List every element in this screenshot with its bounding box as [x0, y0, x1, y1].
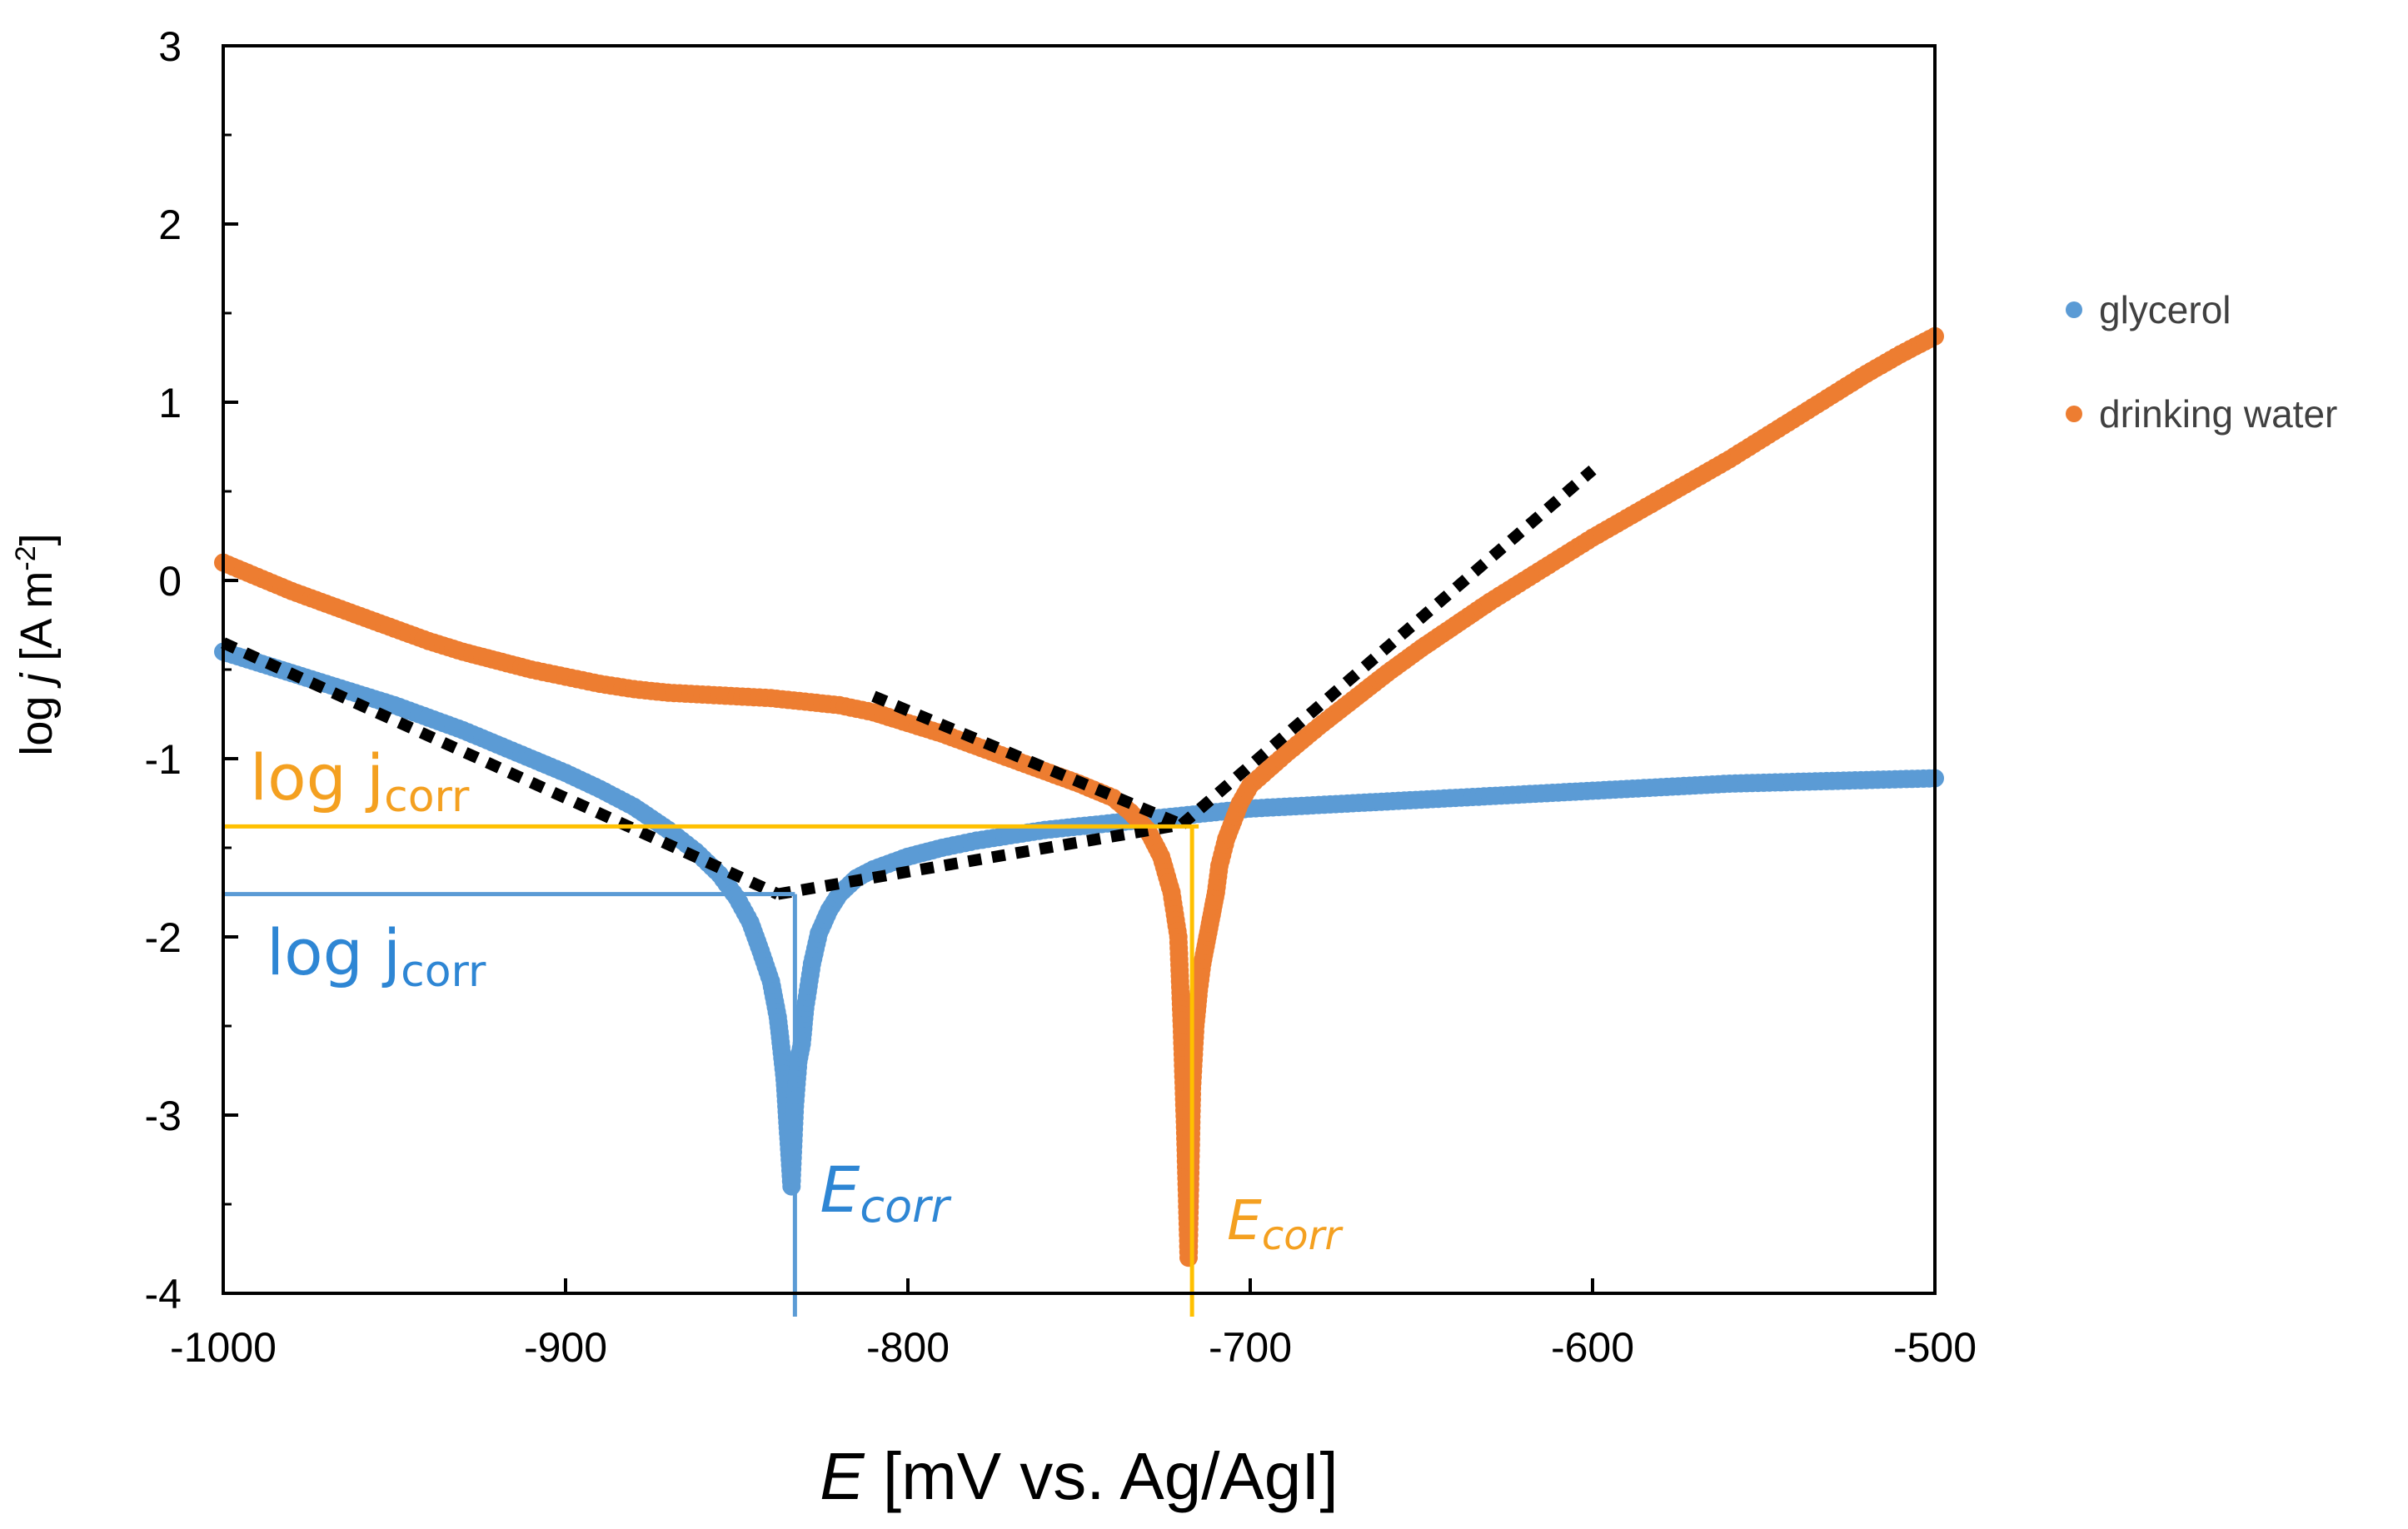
x-tick-label-5: -500 [1893, 1324, 1977, 1371]
legend-marker-drinking-water [2066, 406, 2082, 422]
orange-ecorr-label: Ecorr [1227, 1188, 1344, 1259]
y-tick-label-7: 3 [158, 23, 182, 70]
series-layer [214, 326, 1944, 1268]
x-axis-title: E [mV vs. Ag/AgI] [820, 1439, 1338, 1513]
y-axis-title: log j [A m-2] [10, 533, 62, 755]
y-tick-label-5: 1 [158, 380, 182, 426]
legend: glycerol drinking water [2066, 288, 2337, 436]
orange-ecorr-text: E [1227, 1188, 1262, 1253]
corrosion-guide-layer [223, 824, 1199, 1317]
y-tick-label-6: 2 [158, 202, 182, 248]
y-tick-label-3: -1 [145, 736, 182, 783]
y-tick-label-2: -2 [145, 914, 182, 961]
x-tick-label-1: -900 [524, 1324, 607, 1371]
blue-ecorr-label: Ecorr [820, 1153, 951, 1233]
orange-log-jcorr-label: log jcorr [250, 740, 470, 822]
fit-line-drinking-water-tafel-anodic [1178, 466, 1597, 829]
x-axis-title-rest: [mV vs. Ag/AgI] [865, 1439, 1339, 1513]
y-axis-title-close: ] [12, 533, 62, 545]
x-tick-label-2: -800 [866, 1324, 950, 1371]
fit-line-glycerol-tafel-anodic [776, 819, 1183, 900]
x-tick-label-0: -1000 [170, 1324, 277, 1371]
legend-label-glycerol: glycerol [2099, 288, 2231, 331]
x-tick-label-4: -600 [1551, 1324, 1634, 1371]
blue-log-jcorr-text: log j [267, 915, 401, 989]
y-tick-label-1: -3 [145, 1093, 182, 1139]
y-tick-label-0: -4 [145, 1271, 182, 1317]
x-tick-label-3: -700 [1209, 1324, 1292, 1371]
blue-log-jcorr-label: log jcorr [267, 915, 486, 997]
fit-line-glycerol-tafel-cathodic [221, 637, 780, 900]
series-glycerol [214, 642, 1944, 1196]
blue-ecorr-sub: corr [860, 1180, 951, 1233]
plot-area-frame [222, 44, 1937, 1295]
y-axis-title-sup: -2 [10, 545, 42, 570]
legend-label-drinking-water: drinking water [2099, 392, 2337, 436]
axis-ticks: -1000 -900 -800 -700 -600 -500 -4 -3 -2 -1 0 1 2 3 [145, 23, 1977, 1371]
blue-ecorr-text: E [820, 1153, 860, 1227]
series-drinking-water [214, 326, 1944, 1268]
y-axis-title-unit: [A m [12, 571, 62, 674]
tafel-fit-layer [221, 466, 1597, 900]
orange-ecorr-sub: corr [1262, 1213, 1344, 1259]
y-tick-label-4: 0 [158, 558, 182, 605]
fit-line-drinking-water-tafel-cathodic [871, 690, 1184, 830]
blue-log-jcorr-sub: corr [401, 947, 486, 997]
orange-log-jcorr-text: log j [250, 740, 384, 814]
legend-marker-glycerol [2066, 301, 2082, 318]
orange-log-jcorr-sub: corr [384, 772, 470, 822]
x-axis-title-italic: E [820, 1439, 865, 1513]
y-axis-title-pre: log [12, 684, 62, 756]
